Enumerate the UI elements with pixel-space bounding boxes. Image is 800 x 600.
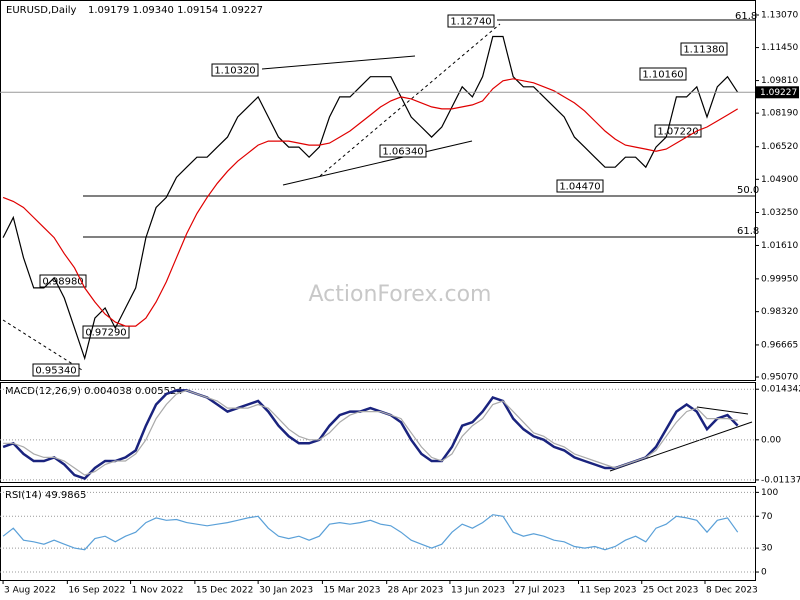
annotation-box [680,42,728,56]
annotation-box [379,144,427,158]
y-tick-label: 1.09810 [761,76,798,86]
ohlc: 1.09179 1.09340 1.09154 1.09227 [88,5,263,16]
series-line [2,78,739,327]
series-line [2,35,739,361]
y-tick-label: 0.99950 [761,274,798,284]
trend-line [696,406,749,415]
last-price-label: 1.09227 [760,88,797,98]
watermark: ActionForex.com [309,282,492,307]
y-tick-label: 0.98320 [761,307,798,317]
annotation: 1.10320 [214,66,255,77]
series-line [3,389,738,476]
annotation-box [32,363,80,377]
x-tick-label: 11 Sep 2023 [579,586,636,596]
x-tick-label: 8 Dec 2023 [706,586,758,596]
trend-line [261,55,416,70]
y-tick-label: 0.96665 [761,340,798,350]
x-tick-label: 13 Jun 2023 [451,586,505,596]
x-tick-label: 25 Oct 2023 [643,586,699,596]
panel-frame [0,382,756,483]
annotation-box [82,325,130,339]
y-tick-label: 1.01610 [761,241,798,251]
annotation: 1.07220 [657,127,698,138]
annotation: 1.10160 [642,70,683,81]
series-line [2,514,739,551]
y-tick-label: 1.04900 [761,175,798,185]
panel-frame [0,486,756,581]
annotation-box [447,14,495,28]
x-tick-label: 15 Dec 2022 [196,586,254,596]
last-price-box [756,86,799,99]
x-tick-label: 16 Sep 2022 [68,586,125,596]
y-tick-label: 0.014342 [761,385,800,395]
annotation: 0.98980 [42,277,83,288]
fib-label: 61.8 [737,226,759,237]
x-tick-label: 1 Nov 2022 [132,586,184,596]
y-tick-label: 0.00 [761,435,781,445]
y-tick-label: 30 [761,544,773,554]
annotation: 1.12740 [450,17,491,28]
y-tick-label: 100 [761,488,778,498]
annotation: 1.04470 [559,182,600,193]
x-tick-label: 27 Jul 2023 [514,586,565,596]
rsi-title: RSI(14) 49.9865 [5,490,86,501]
annotation-box [639,67,687,81]
annotation-box [556,179,604,193]
annotation: 0.97290 [85,328,126,339]
y-tick-label: 0 [761,568,767,578]
x-tick-label: 3 Aug 2022 [4,586,56,596]
fib-label: 61.8 [735,11,757,22]
macd-title: MACD(12,26,9) 0.004038 0.005524 [5,386,183,397]
y-tick-label: 1.08190 [761,109,798,119]
y-tick-label: 1.03250 [761,208,798,218]
symbol-title: EURUSD,Daily [6,5,77,16]
x-tick-label: 15 Mar 2023 [323,586,380,596]
fib-label: 50.0 [737,185,759,196]
y-tick-label: 1.11450 [761,43,798,53]
annotation: 0.95340 [35,366,76,377]
y-tick-label: 1.06520 [761,142,798,152]
y-tick-label: 1.13070 [761,11,798,21]
annotation: 1.06340 [382,147,423,158]
annotations: 1.12740 1.10320 1.06340 1.04470 1.10160 … [32,14,728,377]
annotation-box [39,274,87,288]
y-tick-label: 70 [761,512,773,522]
trend-line [282,140,473,186]
panel-frame [0,0,756,381]
x-tick-label: 30 Jan 2023 [259,586,313,596]
annotation: 1.11380 [683,45,724,56]
annotation-box [211,63,259,77]
x-tick-label: 28 Apr 2023 [388,586,444,596]
y-tick-label: 0.95070 [761,373,798,383]
